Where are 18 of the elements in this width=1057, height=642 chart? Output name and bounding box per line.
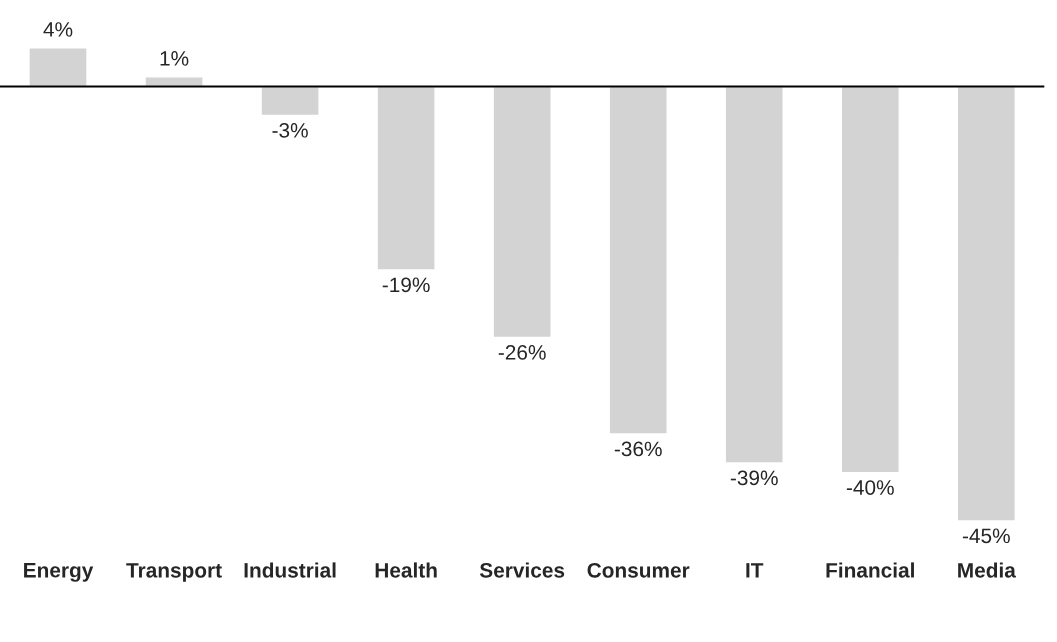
x-tick-label: Health [375,562,437,578]
x-tick-label: Energy [24,563,94,582]
data-label: -40% [846,480,894,495]
data-label: -3% [272,122,308,138]
x-tick-label: Services [479,562,565,578]
x-tick-label: Consumer [587,562,690,578]
x-tick-label: Financial [826,562,914,578]
data-label: 4% [43,22,73,37]
data-label: -26% [498,345,546,360]
data-label: -19% [382,277,430,293]
data-label: -45% [962,528,1010,544]
data-label: -39% [730,470,778,486]
x-tick-label: Industrial [244,562,336,578]
data-label: 1% [160,51,189,66]
data-label: -36% [614,441,662,457]
x-tick-label: Media [958,562,1016,578]
x-tick-label: Transport [126,563,222,582]
x-tick-label: IT [746,563,764,578]
